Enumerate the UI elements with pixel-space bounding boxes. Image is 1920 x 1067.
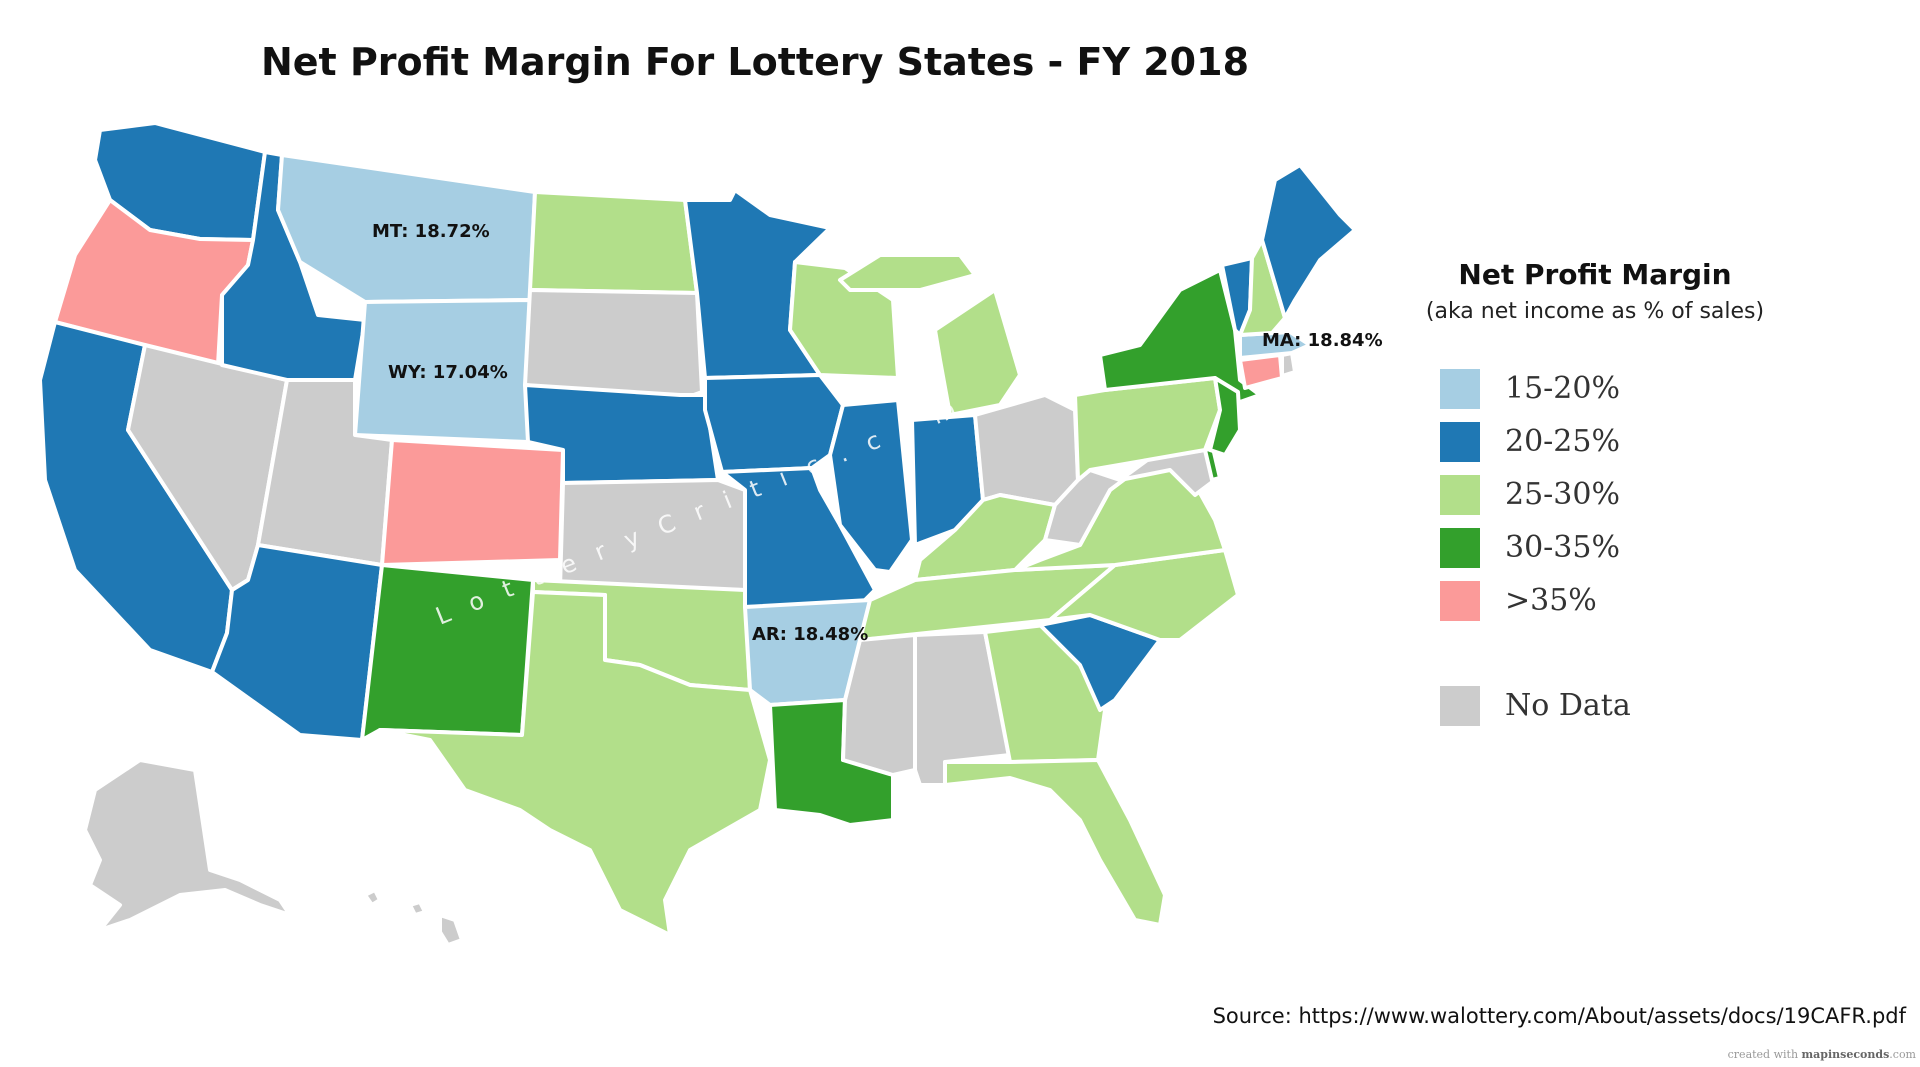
state-mi: [838, 253, 1022, 417]
map-title: Net Profit Margin For Lottery States - F…: [260, 40, 1250, 84]
legend-swatch: [1440, 527, 1480, 568]
legend-title: Net Profit Margin: [1458, 258, 1732, 291]
legend-item: No Data: [1440, 679, 1780, 732]
state-tx: [378, 590, 772, 937]
state-nd: [528, 190, 699, 295]
legend-label: >35%: [1505, 583, 1597, 618]
state-co: [380, 438, 565, 567]
credit-note: created with mapinseconds.com: [1728, 1048, 1916, 1061]
legend-swatch: [1440, 580, 1480, 621]
legend-label: 15-20%: [1505, 371, 1620, 406]
legend-swatch: [1440, 685, 1480, 726]
state-ri: [1280, 351, 1297, 378]
legend-item: >35%: [1440, 574, 1780, 627]
legend-subtitle: (aka net income as % of sales): [1425, 299, 1765, 324]
state-ma: [1238, 330, 1312, 360]
state-ak: [83, 758, 292, 932]
legend-swatch: [1440, 474, 1480, 515]
legend-swatch: [1440, 421, 1480, 462]
credit-prefix: created with: [1727, 1048, 1802, 1061]
state-label-ma: MA: 18.84%: [1262, 330, 1383, 351]
state-oh: [973, 393, 1080, 507]
state-hi: [363, 888, 464, 947]
state-ct: [1238, 353, 1284, 390]
map-legend: Net Profit Margin (aka net income as % o…: [1410, 258, 1780, 732]
legend-swatch: [1440, 368, 1480, 409]
state-label-mt: MT: 18.72%: [372, 221, 490, 242]
state-sd: [523, 288, 704, 402]
legend-label: 25-30%: [1505, 477, 1620, 512]
credit-suffix: .com: [1889, 1048, 1916, 1061]
legend-item: 15-20%: [1440, 362, 1780, 415]
legend-item: 20-25%: [1440, 415, 1780, 468]
state-fl: [943, 758, 1167, 927]
state-ia: [703, 373, 845, 474]
credit-brand: mapinseconds: [1801, 1048, 1890, 1061]
legend-item: 30-35%: [1440, 521, 1780, 574]
state-il: [828, 398, 914, 574]
state-label-wy: WY: 17.04%: [388, 362, 508, 383]
legend-items: 15-20% 20-25% 25-30% 30-35% >35% No Data: [1410, 362, 1780, 732]
legend-item: 25-30%: [1440, 468, 1780, 521]
state-nj: [1208, 376, 1242, 457]
state-mo: [720, 466, 877, 609]
state-label-ar: AR: 18.48%: [752, 624, 868, 645]
legend-label: 20-25%: [1505, 424, 1620, 459]
legend-label: No Data: [1505, 688, 1631, 723]
source-note: Source: https://www.walottery.com/About/…: [1212, 1004, 1906, 1028]
legend-label: 30-35%: [1505, 530, 1620, 565]
state-me: [1260, 163, 1357, 320]
